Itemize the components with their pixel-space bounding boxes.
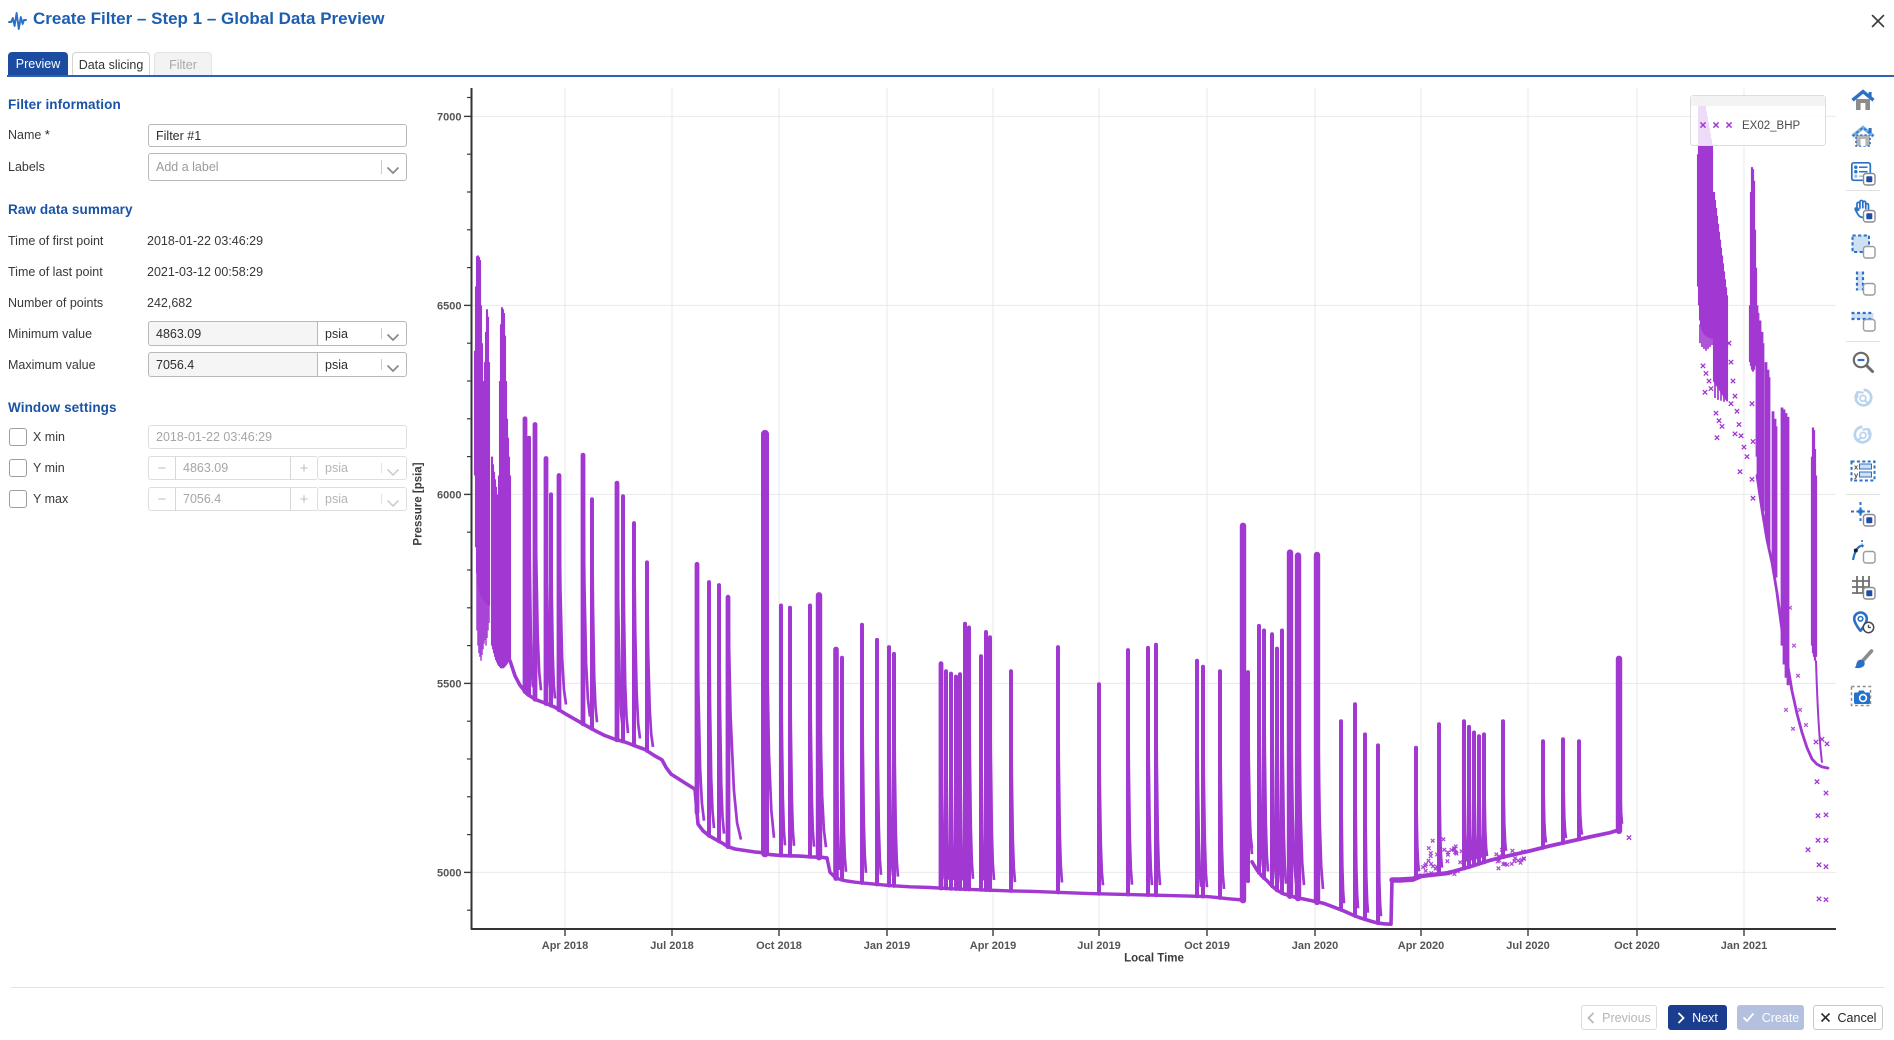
- svg-text:Pressure [psia]: Pressure [psia]: [413, 462, 425, 545]
- svg-text:6000: 6000: [437, 489, 461, 501]
- svg-text:Oct 2020: Oct 2020: [1614, 940, 1660, 952]
- svg-text:Oct 2018: Oct 2018: [756, 940, 802, 952]
- svg-text:Jul 2019: Jul 2019: [1077, 940, 1120, 952]
- svg-text:5000: 5000: [437, 867, 461, 879]
- svg-text:Jan 2020: Jan 2020: [1292, 940, 1338, 952]
- svg-text:Jan 2019: Jan 2019: [864, 940, 910, 952]
- svg-text:Oct 2019: Oct 2019: [1184, 940, 1230, 952]
- svg-text:6500: 6500: [437, 300, 461, 312]
- svg-text:Local Time: Local Time: [1124, 953, 1184, 965]
- svg-text:Jul 2020: Jul 2020: [1506, 940, 1549, 952]
- svg-text:5500: 5500: [437, 678, 461, 690]
- svg-text:Apr 2018: Apr 2018: [542, 940, 588, 952]
- svg-text:7000: 7000: [437, 111, 461, 123]
- svg-text:Jan 2021: Jan 2021: [1721, 940, 1767, 952]
- svg-text:y: y: [1854, 471, 1859, 480]
- svg-text:Apr 2020: Apr 2020: [1398, 940, 1444, 952]
- svg-text:x: x: [1854, 463, 1859, 472]
- svg-text:Apr 2019: Apr 2019: [970, 940, 1016, 952]
- svg-text:Jul 2018: Jul 2018: [650, 940, 693, 952]
- svg-text:EX02_BHP: EX02_BHP: [1742, 120, 1801, 132]
